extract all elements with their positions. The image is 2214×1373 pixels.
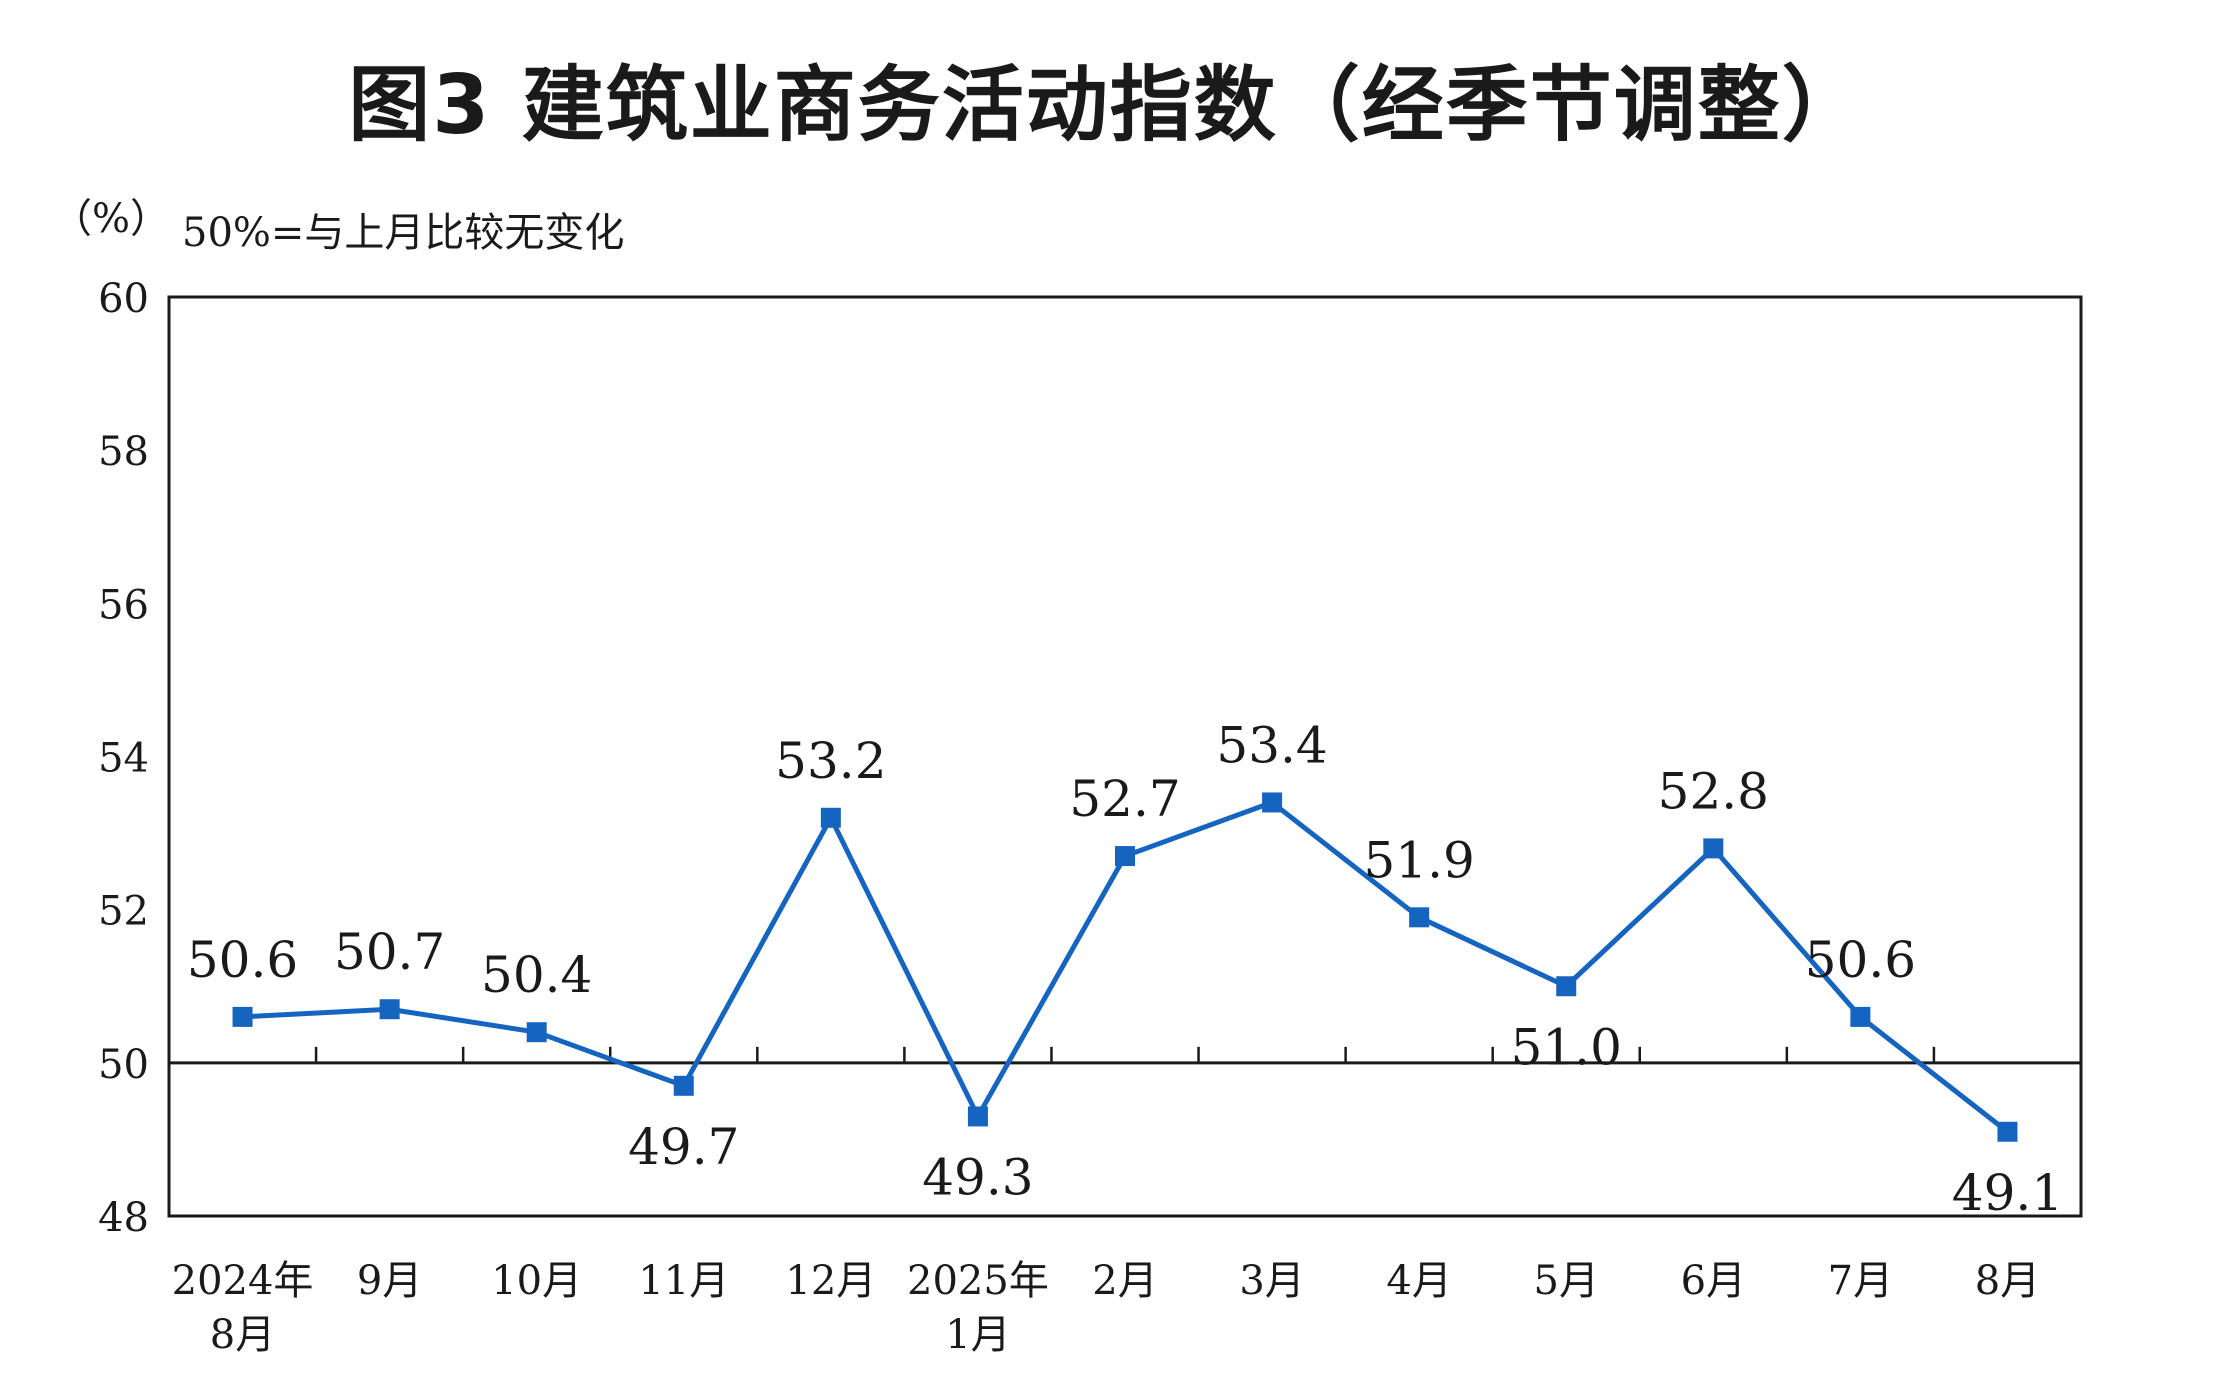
data-label: 49.3 bbox=[922, 1148, 1033, 1206]
x-tick-label: 8月 bbox=[210, 1312, 275, 1358]
data-label: 53.2 bbox=[775, 732, 886, 790]
data-point-marker bbox=[1997, 1121, 2018, 1142]
x-tick-label: 5月 bbox=[1534, 1258, 1599, 1304]
data-label: 53.4 bbox=[1216, 716, 1327, 774]
y-tick-label: 50 bbox=[98, 1042, 149, 1088]
x-tick-label: 1月 bbox=[945, 1312, 1010, 1358]
x-tick-label: 2025年 bbox=[907, 1258, 1049, 1304]
data-label: 50.6 bbox=[187, 931, 298, 989]
plot-frame bbox=[167, 295, 2083, 1218]
x-tick-label: 8月 bbox=[1975, 1258, 2040, 1304]
baseline-note: 50%=与上月比较无变化 bbox=[182, 210, 625, 256]
x-tick-label: 7月 bbox=[1828, 1258, 1893, 1304]
data-point-marker bbox=[673, 1075, 694, 1096]
data-point-marker bbox=[1409, 907, 1430, 928]
data-label: 52.8 bbox=[1658, 762, 1769, 820]
x-tick-label: 2024年 bbox=[172, 1258, 314, 1304]
data-point-marker bbox=[820, 807, 841, 828]
x-tick-label: 11月 bbox=[638, 1258, 729, 1304]
y-tick-label: 58 bbox=[98, 429, 149, 475]
y-axis-unit-label: （%） bbox=[52, 196, 171, 242]
data-label: 50.4 bbox=[481, 946, 592, 1004]
chart-title: 图3 建筑业商务活动指数（经季节调整） bbox=[348, 58, 1866, 153]
x-tick-label: 9月 bbox=[357, 1258, 422, 1304]
y-tick-label: 54 bbox=[98, 736, 149, 782]
x-tick-label: 3月 bbox=[1239, 1258, 1304, 1304]
y-tick-label: 48 bbox=[98, 1195, 149, 1241]
x-tick-label: 10月 bbox=[491, 1258, 582, 1304]
y-tick-label: 56 bbox=[98, 582, 149, 628]
x-tick-label: 4月 bbox=[1386, 1258, 1451, 1304]
data-point-marker bbox=[967, 1106, 988, 1127]
y-tick-label: 60 bbox=[98, 276, 149, 322]
data-label: 52.7 bbox=[1069, 770, 1180, 828]
data-point-marker bbox=[232, 1006, 253, 1027]
x-tick-label: 12月 bbox=[785, 1258, 876, 1304]
x-tick-label: 6月 bbox=[1681, 1258, 1746, 1304]
data-label: 49.1 bbox=[1952, 1164, 2063, 1222]
data-point-marker bbox=[1556, 976, 1577, 997]
y-tick-label: 52 bbox=[98, 889, 149, 935]
data-label: 50.6 bbox=[1805, 931, 1916, 989]
data-point-marker bbox=[1850, 1006, 1871, 1027]
data-label: 51.0 bbox=[1511, 1018, 1622, 1076]
data-label: 49.7 bbox=[628, 1118, 739, 1176]
data-label: 51.9 bbox=[1363, 831, 1474, 889]
x-tick-label: 2月 bbox=[1092, 1258, 1157, 1304]
data-point-marker bbox=[1115, 846, 1135, 867]
data-point-marker bbox=[379, 999, 400, 1020]
data-label: 50.7 bbox=[334, 923, 445, 981]
data-point-marker bbox=[1262, 792, 1283, 813]
data-point-marker bbox=[526, 1022, 547, 1043]
data-point-marker bbox=[1703, 838, 1724, 859]
